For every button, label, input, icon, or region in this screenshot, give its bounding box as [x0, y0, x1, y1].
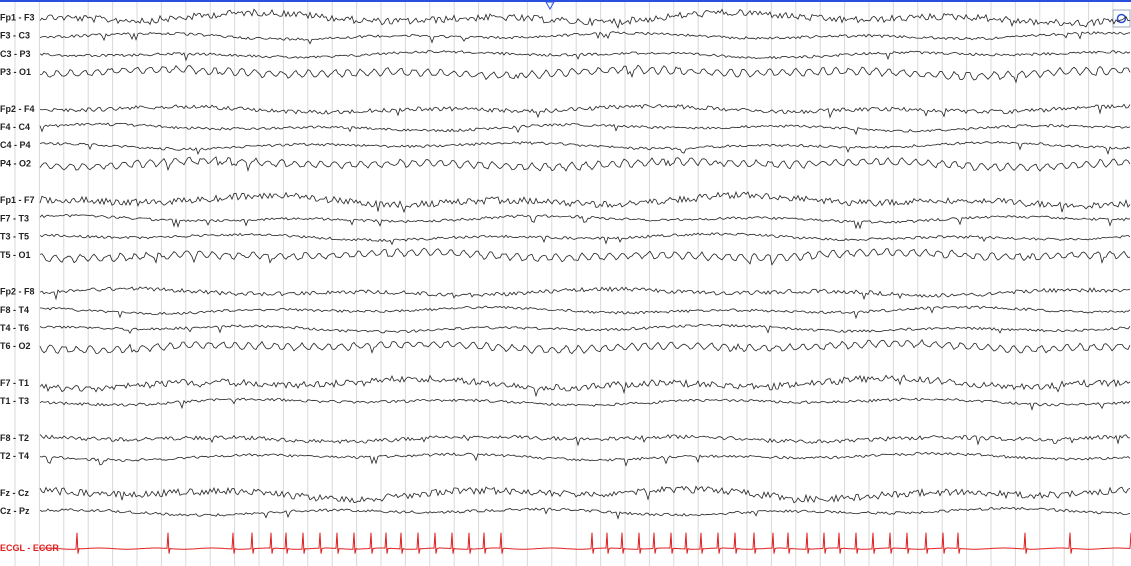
channel-label: F4 - C4 [0, 122, 30, 132]
eeg-trace [39, 50, 1131, 62]
eeg-trace [39, 286, 1131, 301]
eeg-trace [40, 305, 1131, 320]
channel-label: F8 - T2 [0, 433, 29, 443]
eeg-trace [39, 190, 1131, 214]
eeg-trace [39, 397, 1131, 411]
channel-label: P4 - O2 [0, 158, 31, 168]
eeg-trace [39, 8, 1131, 29]
channel-label: Fp2 - F4 [0, 104, 35, 114]
eeg-trace [39, 247, 1131, 266]
settings-icon[interactable] [1112, 9, 1131, 28]
channel-label: P3 - O1 [0, 67, 31, 77]
channel-label: T6 - O2 [0, 341, 31, 351]
channel-label: T1 - T3 [0, 396, 29, 406]
eeg-trace [39, 451, 1131, 467]
channel-label: T2 - T4 [0, 451, 29, 461]
ecg-trace [39, 532, 1131, 554]
eeg-trace [39, 64, 1131, 84]
eeg-trace [39, 122, 1131, 136]
channel-label: Cz - Pz [0, 506, 30, 516]
channel-label: C3 - P3 [0, 49, 31, 59]
eeg-trace [39, 232, 1131, 246]
channel-label: ECGL - ECGR [0, 543, 59, 553]
channel-label: Fz - Cz [0, 488, 29, 498]
channel-label: F3 - C3 [0, 31, 30, 41]
channel-label: F7 - T3 [0, 213, 29, 223]
channel-label: T3 - T5 [0, 232, 29, 242]
eeg-trace [39, 434, 1131, 447]
channel-label: T5 - O1 [0, 250, 31, 260]
eeg-trace [39, 140, 1131, 155]
cursor-marker[interactable] [545, 1, 555, 11]
eeg-trace [39, 374, 1131, 398]
channel-label: T4 - T6 [0, 323, 29, 333]
channel-label: Fp2 - F8 [0, 287, 35, 297]
channel-label: F8 - T4 [0, 305, 29, 315]
channel-labels: Fp1 - F3 F3 - C3 C3 - P3 P3 - O1 Fp2 - F4 F4 … [0, 12, 59, 553]
channel-label: Fp1 - F3 [0, 12, 35, 22]
time-grid [14, 2, 1114, 566]
eeg-trace [39, 506, 1131, 520]
time-bar [0, 0, 1131, 2]
eeg-trace [39, 31, 1131, 45]
eeg-trace [39, 213, 1131, 230]
eeg-trace [39, 485, 1131, 504]
eeg-trace [39, 156, 1131, 172]
eeg-trace [39, 339, 1131, 355]
eeg-trace [39, 323, 1131, 334]
eeg-trace [39, 103, 1131, 119]
traces [39, 8, 1131, 554]
channel-label: F7 - T1 [0, 378, 29, 388]
channel-label: Fp1 - F7 [0, 195, 35, 205]
channel-label: C4 - P4 [0, 140, 31, 150]
